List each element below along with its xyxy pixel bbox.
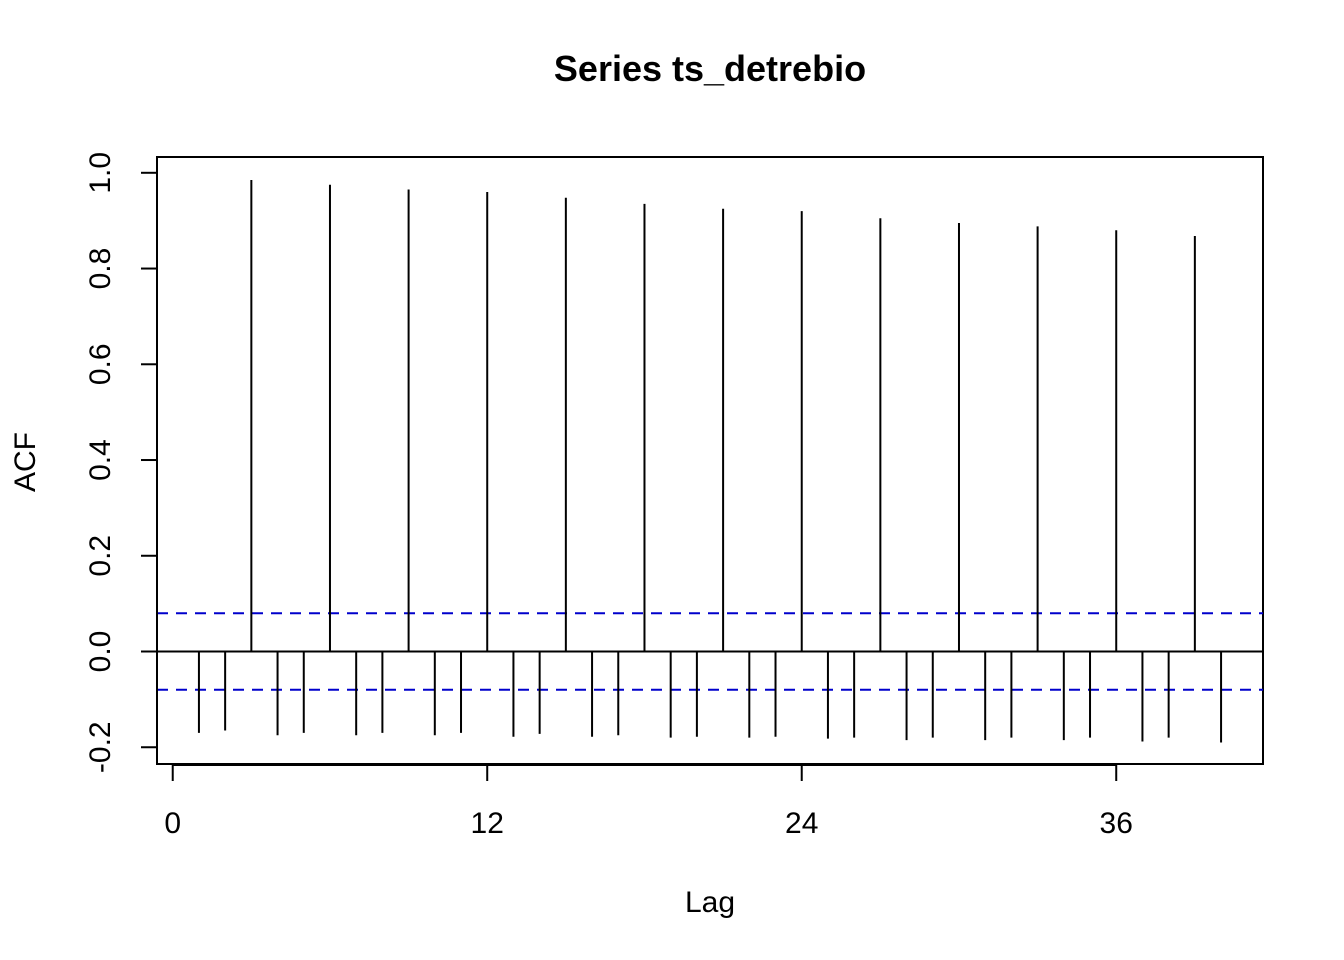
confidence-bounds: [157, 612, 1263, 691]
x-tick-label: 36: [1100, 807, 1133, 840]
y-axis: -0.2 0.0 0.2 0.4 0.6 0.8 1.0: [84, 152, 158, 773]
y-tick-label: 0.8: [84, 248, 117, 290]
y-tick-label: 0.2: [84, 535, 117, 577]
y-tick-label: 1.0: [84, 152, 117, 194]
x-tick-label: 12: [471, 807, 504, 840]
x-tick-label: 0: [164, 807, 181, 840]
acf-spikes: [197, 179, 1223, 743]
x-tick-label: 24: [785, 807, 818, 840]
y-axis-label: ACF: [9, 432, 42, 492]
y-tick-label: -0.2: [84, 721, 117, 773]
x-axis: 0 12 24 36: [164, 764, 1133, 840]
plot-frame: [156, 156, 1264, 765]
y-tick-label: 0.4: [84, 439, 117, 481]
chart-title: Series ts_detrebio: [554, 48, 866, 89]
x-axis-label: Lag: [685, 886, 735, 919]
y-tick-label: 0.0: [84, 631, 117, 673]
y-tick-label: 0.6: [84, 343, 117, 385]
